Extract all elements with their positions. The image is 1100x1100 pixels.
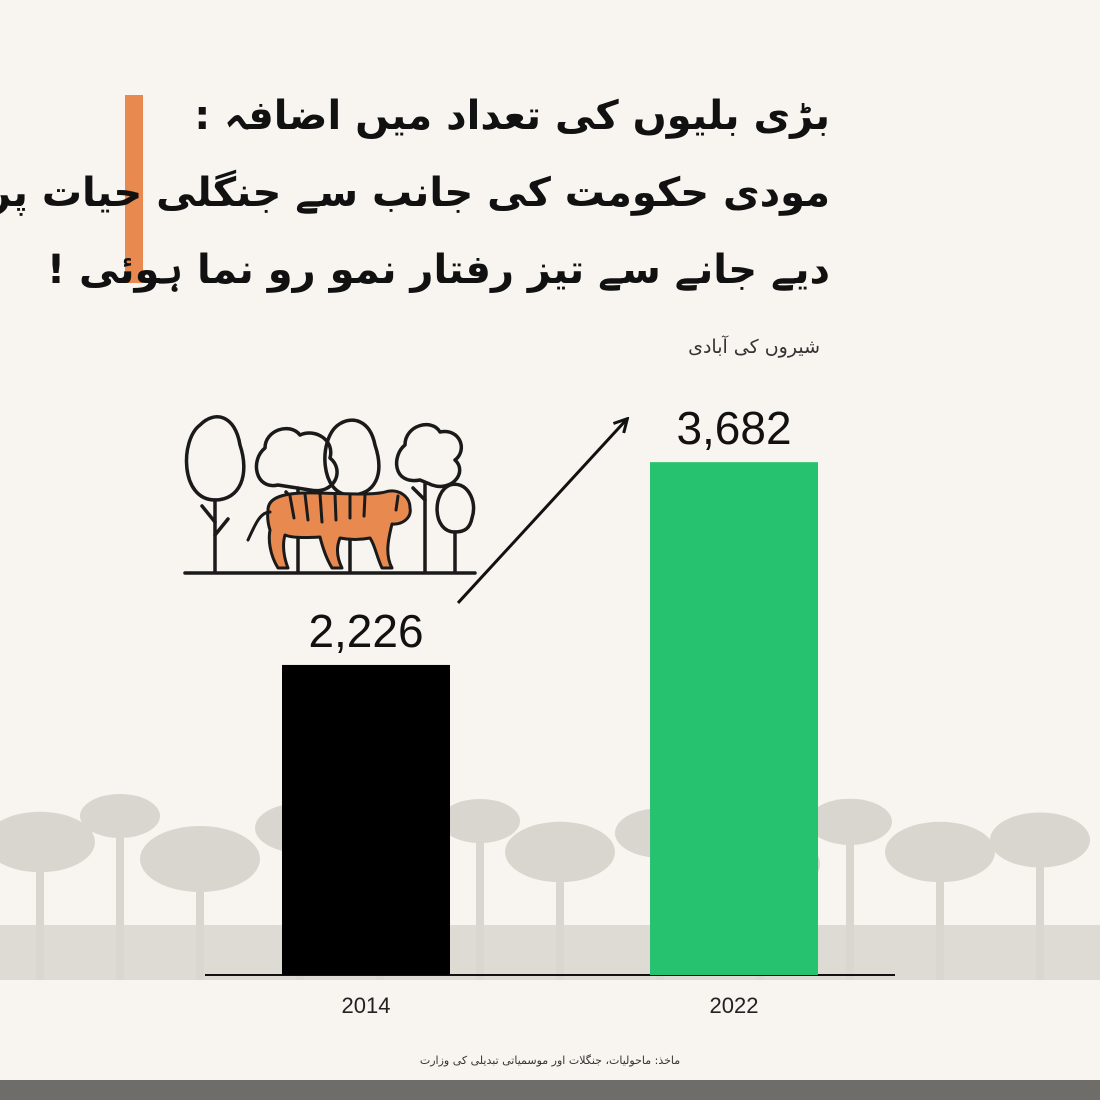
accent-bar [125,95,143,283]
bar-value-label-2014: 2,226 [308,605,423,657]
x-tick-label-2014: 2014 [342,993,391,1018]
footer-strip [0,1080,1100,1100]
x-tick-label-2022: 2022 [710,993,759,1018]
bar-2022 [650,462,818,975]
trend-arrow [456,420,626,604]
title-line-2: مودی حکومت کی جانب سے جنگلی حیات پر زور [0,170,830,216]
title-line-1: بڑی بلیوں کی تعداد میں اضافہ : [194,93,830,139]
chart-subtitle: شیروں کی آبادی [688,336,820,358]
title-line-3: دیے جانے سے تیز رفتار نمو رو نما ہوئی ! [46,247,830,293]
bar-2014 [282,664,450,975]
source-note: ماخذ: ماحولیات، جنگلات اور موسمیاتی تبدی… [419,1054,681,1067]
tiger-in-forest-icon [183,415,477,575]
bar-value-label-2022: 3,682 [676,402,791,454]
page-title: بڑی بلیوں کی تعداد میں اضافہ : مودی حکوم… [0,78,830,309]
